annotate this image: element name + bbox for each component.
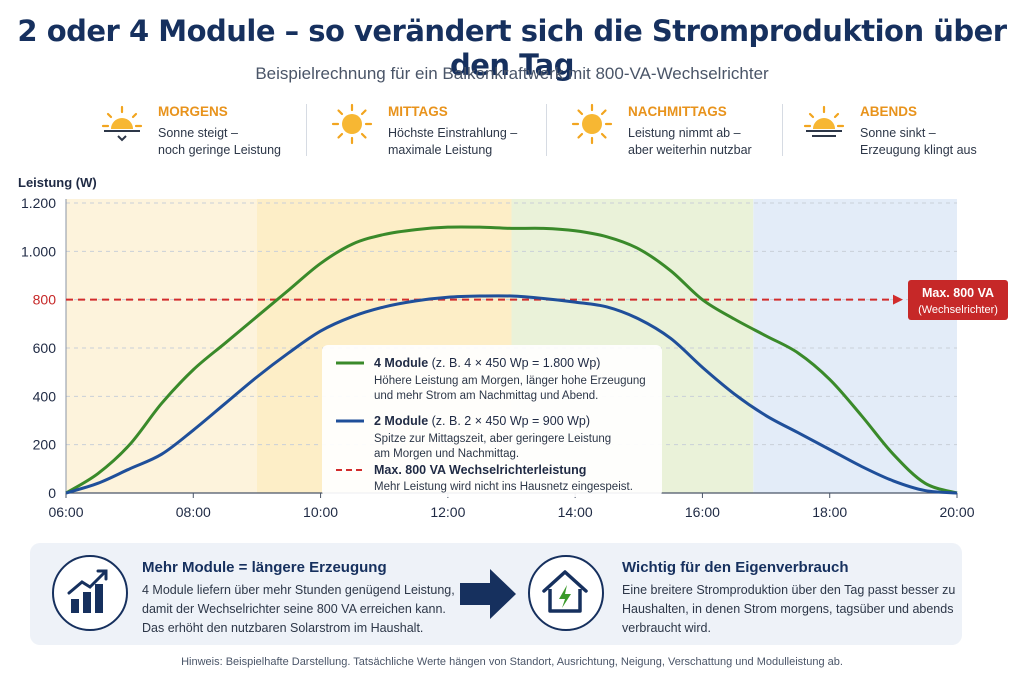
phase-divider (546, 104, 547, 156)
legend-line: und mehr Strom am Nachmittag und Abend. (374, 390, 598, 402)
threshold-badge: Max. 800 VA (Wechselrichter) (908, 280, 1008, 320)
phase-title: MORGENS (158, 104, 228, 119)
page-title: 2 oder 4 Module – so verändert sich die … (17, 14, 1007, 82)
x-tick-label: 18:00 (812, 504, 847, 520)
x-tick-label: 14:00 (558, 504, 593, 520)
y-tick-label: 400 (33, 388, 57, 404)
phase-divider (782, 104, 783, 156)
phase-divider (306, 104, 307, 156)
x-tick-label: 16:00 (685, 504, 720, 520)
svg-text:2 Module (z. B. 2 × 450 Wp = 9: 2 Module (z. B. 2 × 450 Wp = 900 Wp) (374, 414, 590, 428)
phase-evening: ABENDS Sonne sinkt – Erzeugung klingt aus (802, 100, 1002, 162)
threshold-line (66, 294, 903, 305)
info-left-text: 4 Module liefern über mehr Stunden genüg… (142, 583, 455, 635)
legend: 4 Module (z. B. 4 × 450 Wp = 1.800 Wp) H… (322, 345, 662, 497)
x-tick-label: 06:00 (48, 504, 83, 520)
legend-line: Höhere Leistung am Morgen, länger hohe E… (374, 375, 646, 387)
page-subtitle: Beispielrechnung für ein Balkonkraftwerk… (255, 64, 769, 83)
arrow-right-icon (460, 569, 516, 619)
footnote: Hinweis: Beispielhafte Darstellung. Tats… (181, 656, 843, 668)
phase-morning: MORGENS Sonne steigt – noch geringe Leist… (100, 100, 300, 162)
day-phases: MORGENS Sonne steigt – noch geringe Leist… (90, 100, 990, 162)
day-band (66, 199, 257, 493)
phase-afternoon: NACHMITTAGS Leistung nimmt ab – aber weit… (570, 100, 790, 162)
sun-icon (571, 103, 613, 145)
sunrise-icon (101, 105, 143, 142)
svg-text:4 Module (z. B. 4 × 450 Wp =: 4 Module (z. B. 4 × 450 Wp = 1.800 Wp) (374, 356, 600, 370)
legend-line: Spitze zur Mittagszeit, aber geringere L… (374, 433, 611, 445)
sunset-icon (803, 105, 845, 137)
phase-desc: Höchste Einstrahlung – maximale Leistung (388, 126, 518, 157)
sun-icon (331, 103, 373, 145)
phase-title: NACHMITTAGS (628, 104, 727, 119)
phase-desc: Sonne steigt – noch geringe Leistung (158, 126, 282, 157)
house-lightning-icon (542, 570, 588, 613)
legend-line: Mehr Leistung wird nicht ins Hausnetz ei… (374, 481, 633, 493)
y-axis-label: Leistung (W) (18, 175, 97, 190)
phase-title: MITTAGS (388, 104, 448, 119)
y-tick-label: 600 (33, 340, 57, 356)
phase-desc: Leistung nimmt ab – aber weiterhin nutzba… (628, 126, 752, 157)
legend-name: Max. 800 VA Wechselrichterleistung (374, 463, 586, 477)
legend-name: 4 Module (374, 356, 428, 370)
x-tick-label: 12:00 (430, 504, 465, 520)
y-tick-label: 0 (48, 485, 56, 501)
threshold-label: Max. 800 VA (922, 286, 994, 300)
phase-desc: Sonne sinkt – Erzeugung klingt aus (860, 126, 977, 157)
legend-name: 2 Module (374, 414, 428, 428)
power-chart: 0 200 400 600 800 1.000 1.200 06:00 08:00 10:00 12… (18, 175, 1008, 520)
info-left-title: Mehr Module = längere Erzeugung (142, 559, 387, 576)
info-right-text: Eine breitere Stromproduktion über den T… (622, 583, 956, 635)
bar-chart-growth-icon (67, 569, 108, 613)
phase-noon: MITTAGS Höchste Einstrahlung – maximale L… (330, 100, 530, 162)
info-panel: Mehr Module = längere Erzeugung 4 Module… (30, 543, 962, 645)
info-right-icon-wrap (528, 555, 604, 631)
phase-title: ABENDS (860, 104, 918, 119)
info-right-title: Wichtig für den Eigenverbrauch (622, 559, 849, 576)
legend-item-2-module: 2 Module (z. B. 2 × 450 Wp = 900 Wp) Spi… (336, 414, 611, 460)
info-left-icon-wrap (52, 555, 128, 631)
y-tick-label: 800 (33, 292, 57, 308)
threshold-arrow (893, 294, 903, 305)
x-tick-label: 08:00 (176, 504, 211, 520)
legend-detail: (z. B. 2 × 450 Wp = 900 Wp) (428, 414, 590, 428)
series-lines (65, 225, 958, 495)
legend-item-threshold: Max. 800 VA Wechselrichterleistung Mehr … (336, 463, 633, 493)
legend-item-4-module: 4 Module (z. B. 4 × 450 Wp = 1.800 Wp) H… (336, 356, 646, 402)
legend-detail: (z. B. 4 × 450 Wp = 1.800 Wp) (428, 356, 600, 370)
y-tick-label: 1.000 (21, 243, 56, 259)
series-line-2-module (65, 294, 958, 495)
series-line-4-module (65, 225, 958, 495)
y-tick-label: 1.200 (21, 195, 56, 211)
legend-line: am Morgen und Nachmittag. (374, 448, 519, 460)
y-tick-label: 200 (33, 437, 57, 453)
x-tick-label: 10:00 (303, 504, 338, 520)
x-tick-label: 20:00 (939, 504, 974, 520)
threshold-sublabel: (Wechselrichter) (918, 304, 998, 316)
